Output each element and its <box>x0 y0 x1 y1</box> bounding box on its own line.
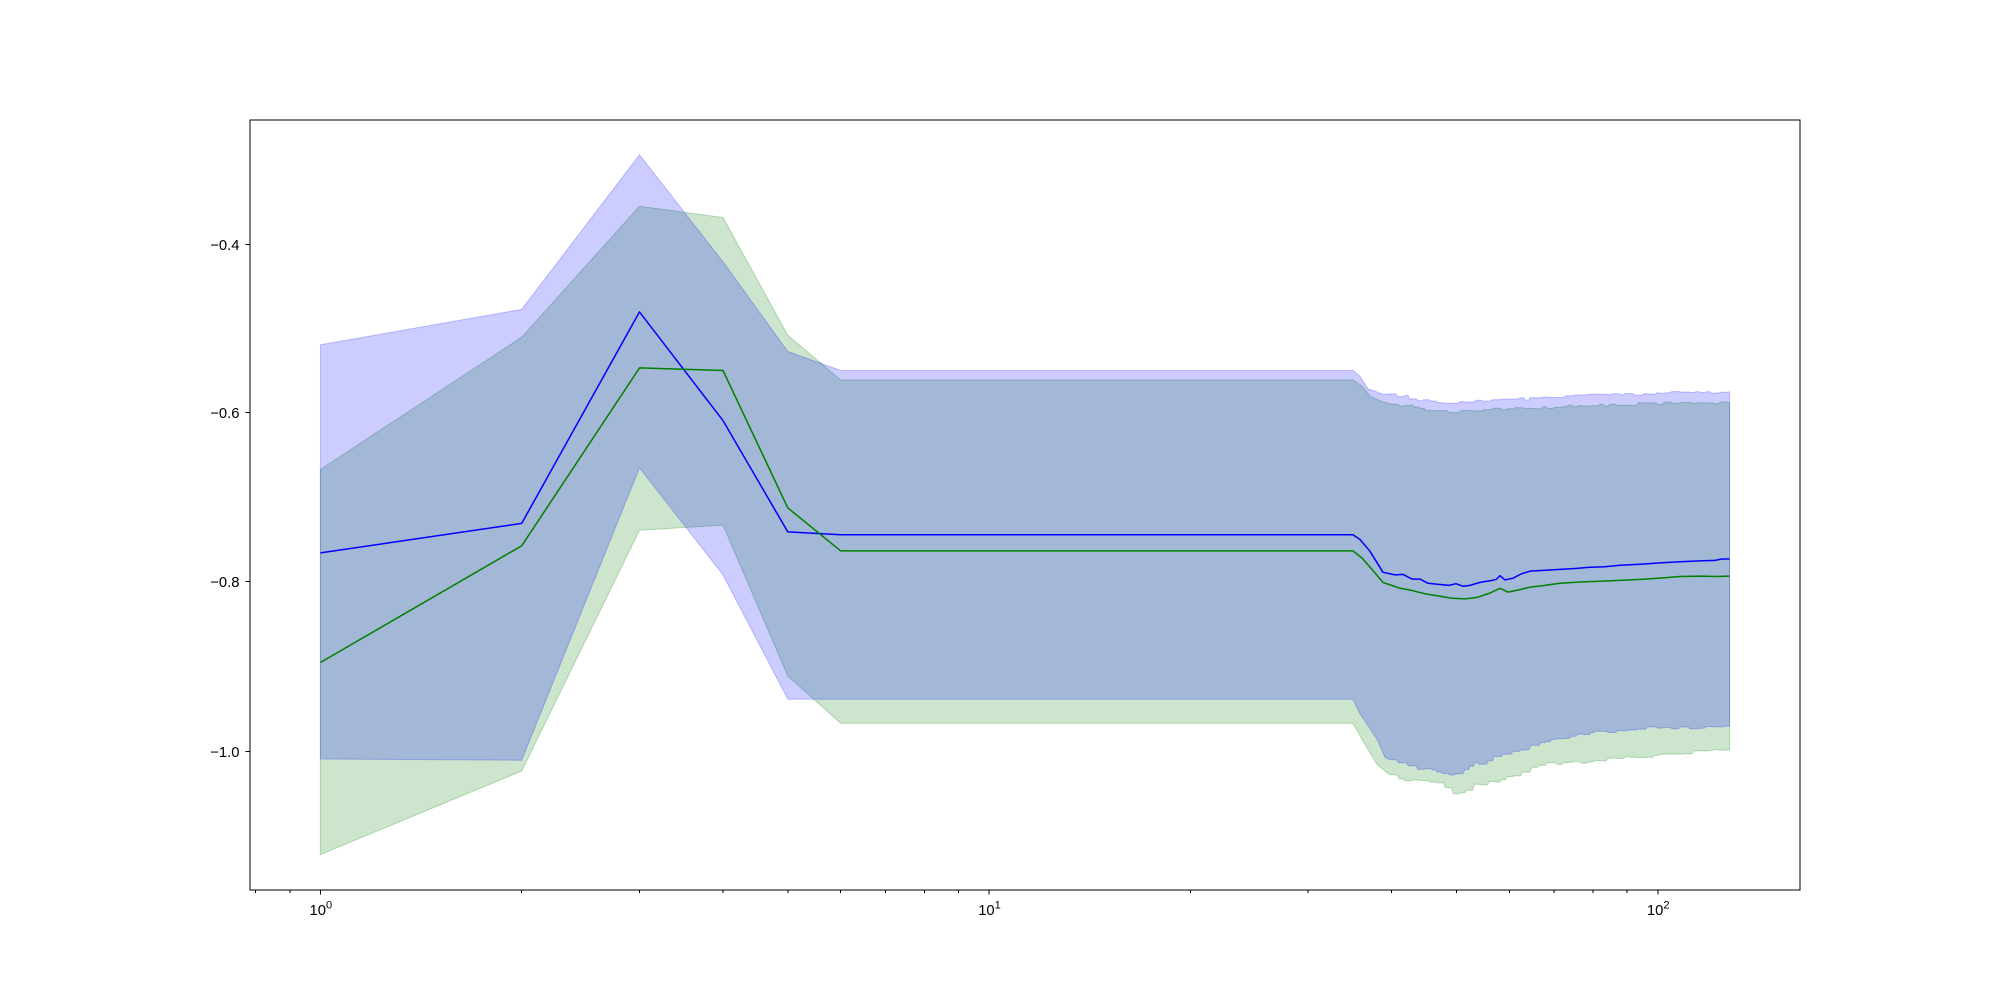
svg-text:−0.4: −0.4 <box>210 238 239 254</box>
svg-text:−0.6: −0.6 <box>210 406 239 422</box>
svg-text:−1.0: −1.0 <box>210 745 239 761</box>
svg-text:−0.8: −0.8 <box>210 575 239 591</box>
